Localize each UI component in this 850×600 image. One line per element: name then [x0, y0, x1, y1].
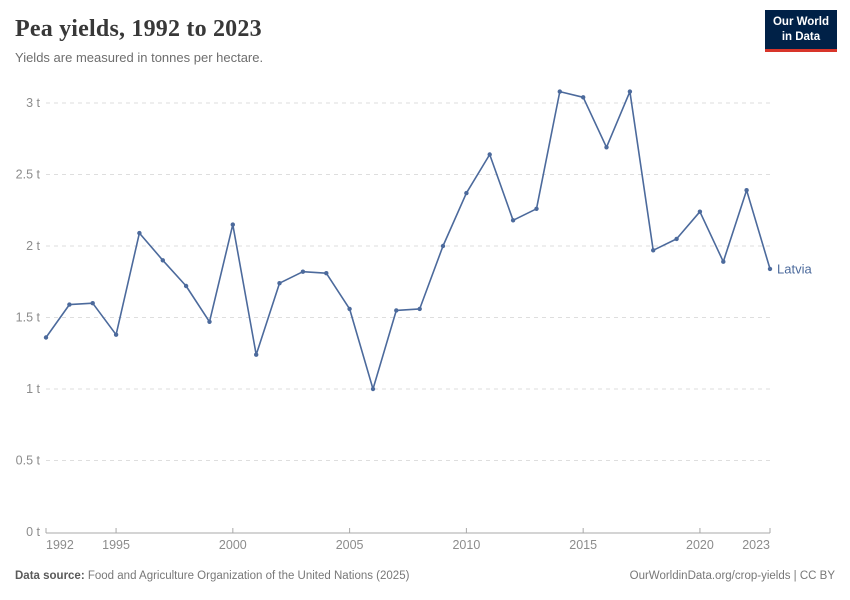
data-point[interactable]: [160, 258, 165, 263]
data-point[interactable]: [674, 236, 679, 242]
data-point[interactable]: [534, 206, 539, 211]
data-point[interactable]: [697, 209, 703, 214]
chart-header: Pea yields, 1992 to 2023 Yields are meas…: [15, 16, 750, 65]
data-point[interactable]: [510, 218, 516, 223]
page-title: Pea yields, 1992 to 2023: [15, 16, 262, 42]
owid-license-link[interactable]: OurWorldinData.org/crop-yields | CC BY: [629, 570, 835, 582]
x-tick-label: 1995: [102, 538, 130, 552]
data-point[interactable]: [744, 188, 749, 193]
data-point[interactable]: [721, 259, 726, 264]
x-tick-label: 2023: [742, 538, 770, 552]
data-point[interactable]: [137, 230, 142, 236]
data-source-note: Data source: Food and Agriculture Organi…: [15, 570, 409, 582]
data-point[interactable]: [254, 352, 259, 357]
data-point[interactable]: [417, 306, 422, 312]
series-label[interactable]: Latvia: [777, 261, 812, 276]
x-tick-label: 1992: [46, 538, 74, 552]
y-tick-label: 3 t: [26, 96, 40, 110]
data-point[interactable]: [300, 269, 306, 274]
data-point[interactable]: [581, 95, 586, 100]
chart-footer: Data source: Food and Agriculture Organi…: [15, 570, 835, 582]
x-tick-label: 2000: [219, 538, 247, 552]
data-point[interactable]: [67, 302, 72, 307]
x-tick-label: 2015: [569, 538, 597, 552]
data-point[interactable]: [394, 308, 399, 313]
data-point[interactable]: [464, 190, 469, 196]
data-point[interactable]: [277, 281, 282, 286]
data-point[interactable]: [43, 335, 49, 340]
data-point[interactable]: [440, 243, 446, 249]
owid-logo[interactable]: Our World in Data: [764, 10, 837, 52]
owid-logo-line2: in Data: [781, 30, 821, 43]
x-tick-label: 2020: [686, 538, 714, 552]
data-point[interactable]: [627, 89, 633, 94]
x-tick-label: 2005: [336, 538, 364, 552]
data-line: [45, 90, 771, 390]
y-tick-label: 1 t: [26, 382, 40, 396]
data-point[interactable]: [557, 89, 562, 94]
data-point[interactable]: [207, 319, 212, 324]
data-point[interactable]: [604, 145, 609, 150]
data-point[interactable]: [113, 332, 119, 337]
data-point[interactable]: [90, 301, 95, 306]
data-point[interactable]: [230, 222, 235, 227]
data-point[interactable]: [487, 152, 492, 157]
y-tick-label: 0 t: [26, 525, 40, 539]
data-point[interactable]: [651, 248, 656, 253]
y-tick-label: 2.5 t: [16, 168, 41, 182]
y-tick-label: 2 t: [26, 239, 40, 253]
chart-subtitle: Yields are measured in tonnes per hectar…: [15, 50, 264, 65]
data-source-label: Data source:: [15, 570, 85, 582]
line-chart: 0 t 0.5 t 1 t 1.5 t 2 t 2.5 t 3 t 1992 1995 2000 2…: [16, 89, 812, 552]
data-point[interactable]: [183, 283, 189, 289]
x-tick-label: 2010: [452, 538, 480, 552]
data-point[interactable]: [324, 271, 329, 276]
owid-logo-line1: Our World: [772, 16, 829, 28]
data-source-text: Food and Agriculture Organization of the…: [84, 570, 410, 582]
data-point[interactable]: [767, 266, 773, 272]
data-point[interactable]: [370, 386, 376, 392]
data-point[interactable]: [347, 306, 352, 312]
y-tick-label: 0.5 t: [16, 454, 41, 468]
y-tick-label: 1.5 t: [16, 311, 41, 325]
